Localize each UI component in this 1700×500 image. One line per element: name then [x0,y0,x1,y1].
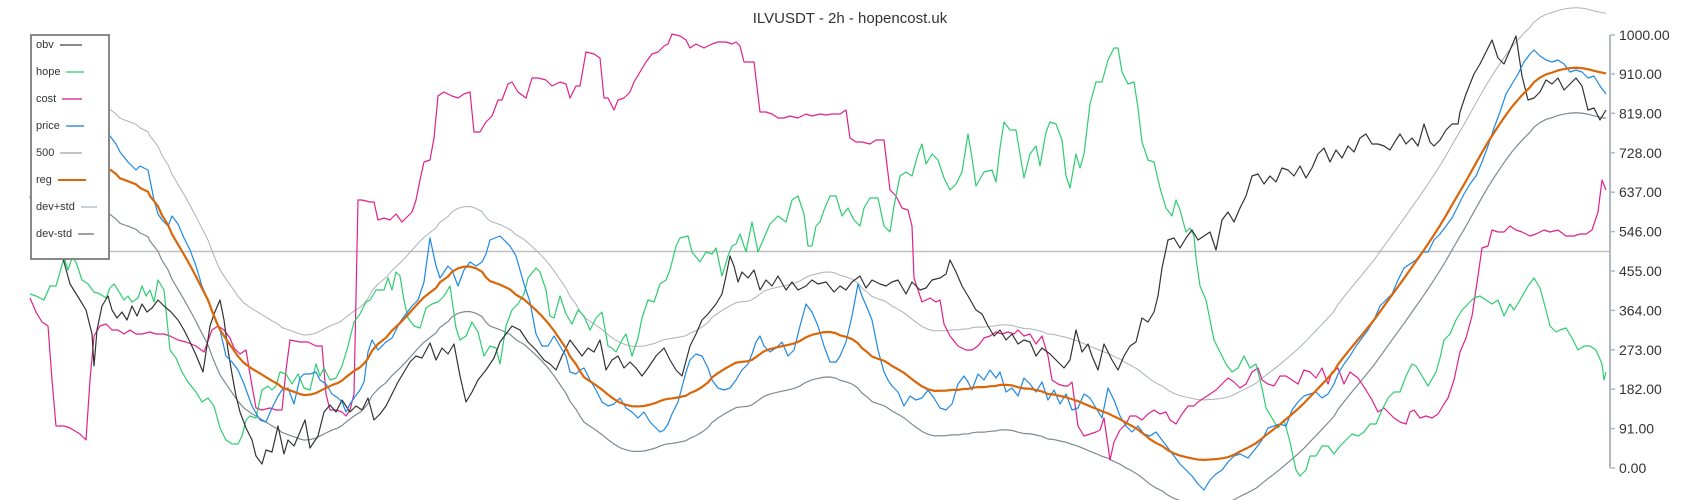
legend-swatch-icon [57,179,86,181]
legend-label: cost [36,93,57,105]
cost-series [29,33,1607,461]
chart-title: ILVUSDT - 2h - hopencost.uk [752,10,948,27]
legend-item-price[interactable]: price [36,120,84,132]
legend-label: dev+std [36,201,75,213]
legend-label: hope [36,66,61,78]
legend-item-dev-std[interactable]: dev-std [36,228,95,240]
legend-label: 500 [36,147,55,159]
dev-plus-std-series [109,7,1607,401]
y-tick-label: 455.00 [1619,263,1662,279]
y-tick-label: 364.00 [1619,302,1662,318]
legend-item-reg[interactable]: reg [36,174,86,186]
legend-label: price [36,120,60,132]
legend-swatch-icon [65,125,84,127]
y-tick-label: 819.00 [1619,105,1662,121]
reg-series [109,66,1607,461]
legend-label: dev-std [36,228,73,240]
dev-minus-std-series [109,112,1607,500]
y-tick-label: 637.00 [1619,184,1662,200]
legend-label: reg [36,174,52,186]
legend-swatch-icon [80,206,97,208]
obv-series [29,35,1607,465]
legend-item-cost[interactable]: cost [36,93,83,105]
y-tick-label: 728.00 [1619,145,1662,161]
y-tick-label: 273.00 [1619,342,1662,358]
y-tick-label: 0.00 [1619,460,1646,476]
legend-item-obv[interactable]: obv [36,39,82,51]
legend-swatch-icon [78,233,95,235]
legend-swatch-icon [59,44,82,46]
legend-label: obv [36,39,54,51]
y-tick-label: 182.00 [1619,381,1662,397]
legend: obv hope cost price 500 reg dev+std dev-std [30,34,110,260]
legend-swatch-icon [66,71,85,73]
y-tick-label: 91.00 [1619,421,1654,437]
legend-swatch-icon [62,98,83,100]
series-layer [29,7,1610,500]
y-tick-label: 1000.00 [1619,27,1670,43]
y-tick-label: 910.00 [1619,66,1662,82]
legend-swatch-icon [60,152,83,154]
legend-item-500[interactable]: 500 [36,147,83,159]
hope-series [29,47,1607,477]
y-axis: 1000.00 910.00 819.00 728.00 637.00 546.00 455… [1609,27,1670,476]
price-series [29,49,1607,491]
legend-item-dev-std[interactable]: dev+std [36,201,97,213]
y-tick-label: 546.00 [1619,224,1662,240]
legend-item-hope[interactable]: hope [36,66,85,78]
